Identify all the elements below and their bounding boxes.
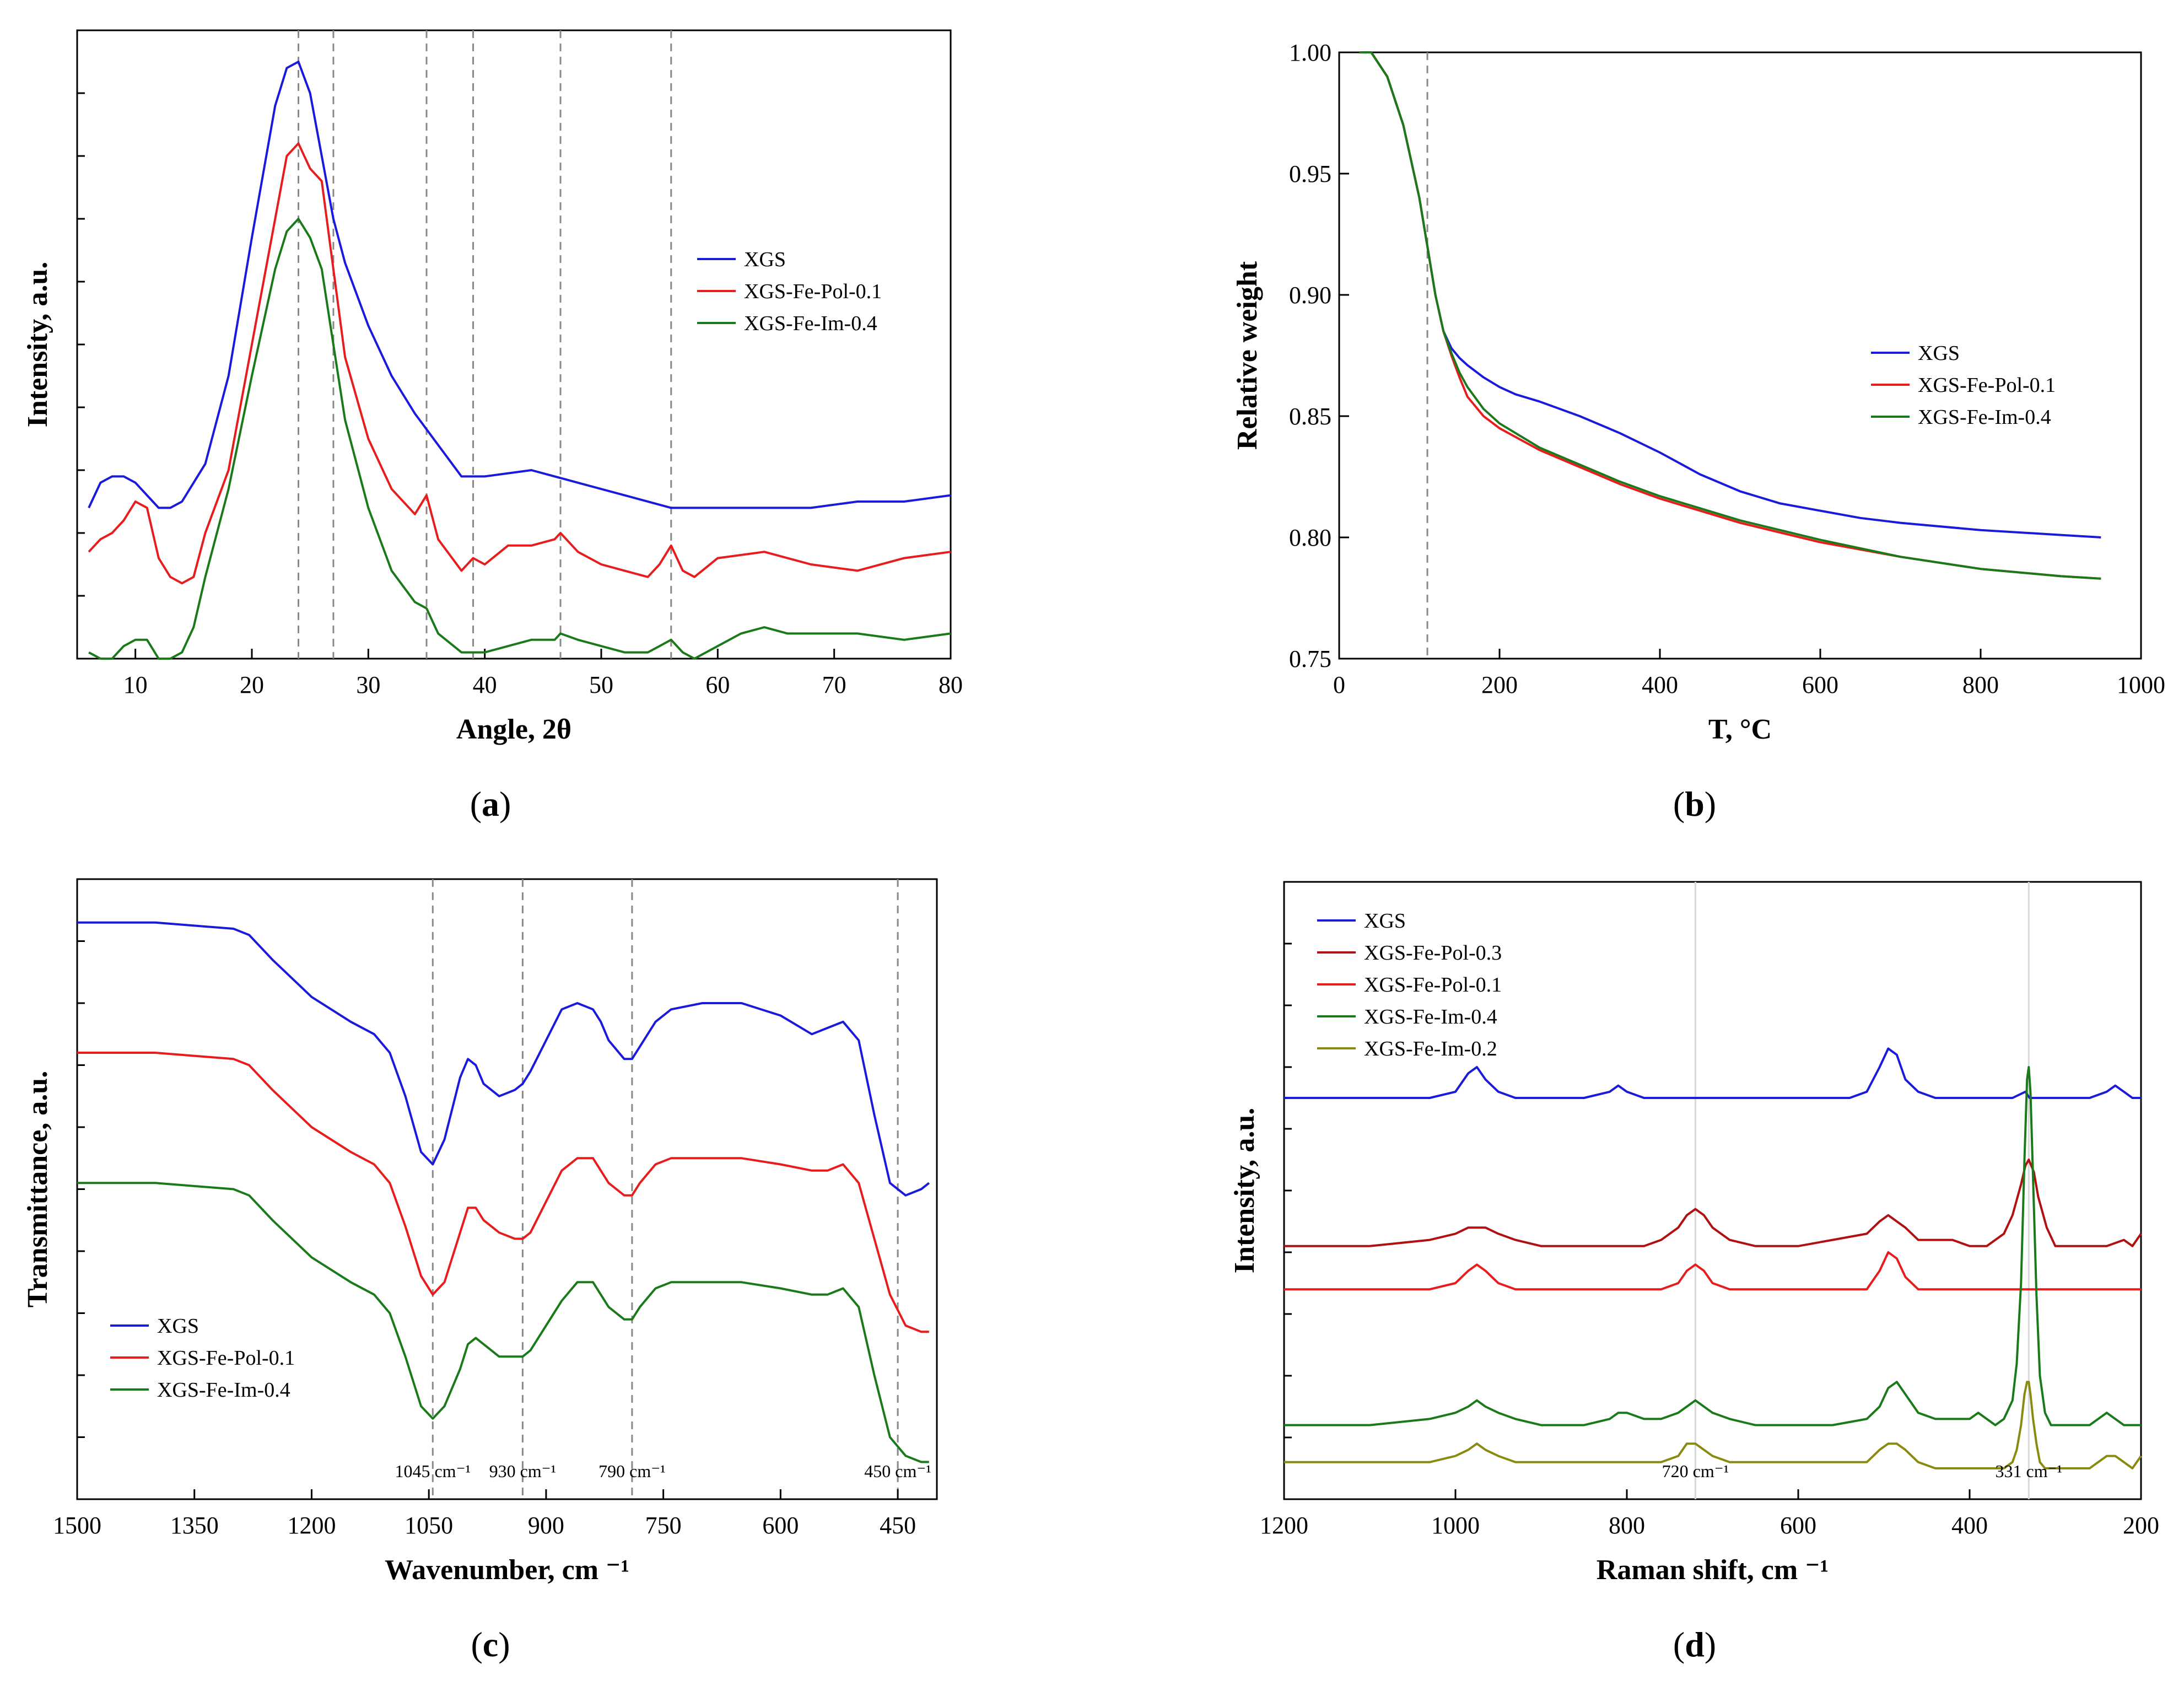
y-axis-label: Relative weight: [1232, 261, 1263, 450]
x-tick-label: 0: [1333, 671, 1345, 698]
x-tick-label: 800: [1609, 1512, 1645, 1539]
legend-label: XGS-Fe-Im-0.4: [1918, 406, 2051, 429]
y-tick-label: 0.80: [1289, 524, 1331, 551]
x-tick-label: 600: [762, 1512, 799, 1539]
y-tick-label: 1.00: [1289, 39, 1331, 66]
legend-label: XGS-Fe-Im-0.4: [157, 1378, 290, 1402]
x-tick-label: 1500: [53, 1512, 101, 1539]
x-tick-label: 600: [1780, 1512, 1816, 1539]
x-tick-label: 800: [1962, 671, 1999, 698]
series-line: [77, 1182, 929, 1463]
x-tick-label: 1350: [170, 1512, 219, 1539]
series-line: [77, 1052, 929, 1333]
x-tick-label: 450: [880, 1512, 916, 1539]
legend-label: XGS-Fe-Im-0.4: [744, 312, 877, 335]
x-axis-label: Wavenumber, cm ⁻¹: [385, 1554, 629, 1586]
x-tick-label: 1050: [405, 1512, 453, 1539]
series-line: [88, 142, 951, 585]
legend-label: XGS: [744, 248, 786, 271]
series-line: [88, 218, 951, 660]
panel-caption: (a): [470, 784, 511, 823]
x-axis-label: Angle, 2θ: [456, 714, 571, 745]
legend-label: XGS: [157, 1315, 199, 1338]
y-tick-label: 0.85: [1289, 403, 1331, 430]
x-tick-label: 1000: [1431, 1512, 1480, 1539]
series-line: [1284, 1047, 2141, 1099]
x-tick-label: 400: [1951, 1512, 1988, 1539]
legend-label: XGS-Fe-Im-0.2: [1364, 1037, 1497, 1060]
panel-caption: (d): [1673, 1625, 1716, 1664]
panel-d: 1200 1000 800 600 400 200 720 cm⁻¹ 331 cm⁻¹ Rama…: [1229, 881, 2159, 1664]
y-axis-label: Transmittance, a.u.: [22, 1071, 53, 1307]
x-tick-label: 900: [528, 1512, 564, 1539]
x-tick-label: 30: [356, 671, 380, 698]
legend-label: XGS-Fe-Im-0.4: [1364, 1005, 1497, 1028]
series-line: [1359, 51, 2101, 538]
peak-annotation: 930 cm⁻¹: [489, 1461, 557, 1481]
x-tick-label: 400: [1642, 671, 1678, 698]
legend-label: XGS: [1918, 342, 1960, 365]
x-tick-label: 1000: [2117, 671, 2165, 698]
y-tick-label: 0.95: [1289, 160, 1331, 187]
peak-annotation: 1045 cm⁻¹: [395, 1461, 471, 1481]
panel-b: 0 200 400 600 800 1000 0.75 0.80 0.85 0.90 0.95 1.0…: [1232, 39, 2165, 823]
x-tick-label: 40: [473, 671, 497, 698]
y-axis-label: Intensity, a.u.: [1229, 1108, 1260, 1274]
x-tick-label: 750: [645, 1512, 682, 1539]
legend-label: XGS-Fe-Pol-0.1: [1364, 973, 1502, 997]
x-axis-label: T, °C: [1708, 714, 1772, 745]
x-tick-label: 1200: [287, 1512, 336, 1539]
panel-a: 10 20 30 40 50 60 70 80 Angle, 2θ Intensity, a.u.…: [22, 29, 963, 823]
panel-caption: (c): [471, 1625, 510, 1664]
series-line: [1284, 1159, 2142, 1247]
x-tick-label: 200: [2123, 1512, 2159, 1539]
legend-label: XGS-Fe-Pol-0.3: [1364, 941, 1502, 965]
series-line: [88, 61, 951, 509]
x-tick-label: 1200: [1260, 1512, 1308, 1539]
series-line: [1284, 1066, 2141, 1426]
x-tick-label: 60: [705, 671, 730, 698]
x-tick-label: 10: [123, 671, 148, 698]
x-tick-label: 200: [1481, 671, 1518, 698]
peak-annotation: 720 cm⁻¹: [1662, 1461, 1729, 1481]
x-tick-label: 50: [589, 671, 613, 698]
x-tick-label: 70: [822, 671, 846, 698]
plot-frame: [1338, 51, 2142, 660]
y-tick-label: 0.75: [1289, 645, 1331, 672]
legend-label: XGS-Fe-Pol-0.1: [1918, 374, 2056, 397]
peak-annotation: 331 cm⁻¹: [1996, 1461, 2063, 1481]
series-line: [1359, 51, 2101, 580]
series-line: [1359, 51, 2101, 580]
series-line: [77, 921, 930, 1197]
y-tick-label: 0.90: [1289, 282, 1331, 309]
plot-frame: [76, 878, 938, 1500]
x-tick-label: 600: [1802, 671, 1838, 698]
panel-caption: (b): [1673, 784, 1716, 823]
series-line: [1284, 1251, 2141, 1291]
x-tick-label: 80: [939, 671, 963, 698]
x-tick-label: 20: [240, 671, 264, 698]
peak-annotation: 790 cm⁻¹: [598, 1461, 666, 1481]
series-line: [1284, 1381, 2142, 1469]
legend-label: XGS: [1364, 909, 1406, 933]
legend-label: XGS-Fe-Pol-0.1: [157, 1347, 295, 1370]
x-axis-label: Raman shift, cm ⁻¹: [1597, 1554, 1829, 1586]
panel-c: 1500 1350 1200 1050 900 750 600 450 1045 cm⁻¹ 930…: [22, 878, 938, 1664]
peak-annotation: 450 cm⁻¹: [864, 1461, 931, 1481]
legend-label: XGS-Fe-Pol-0.1: [744, 280, 882, 303]
y-axis-label: Intensity, a.u.: [22, 262, 53, 428]
